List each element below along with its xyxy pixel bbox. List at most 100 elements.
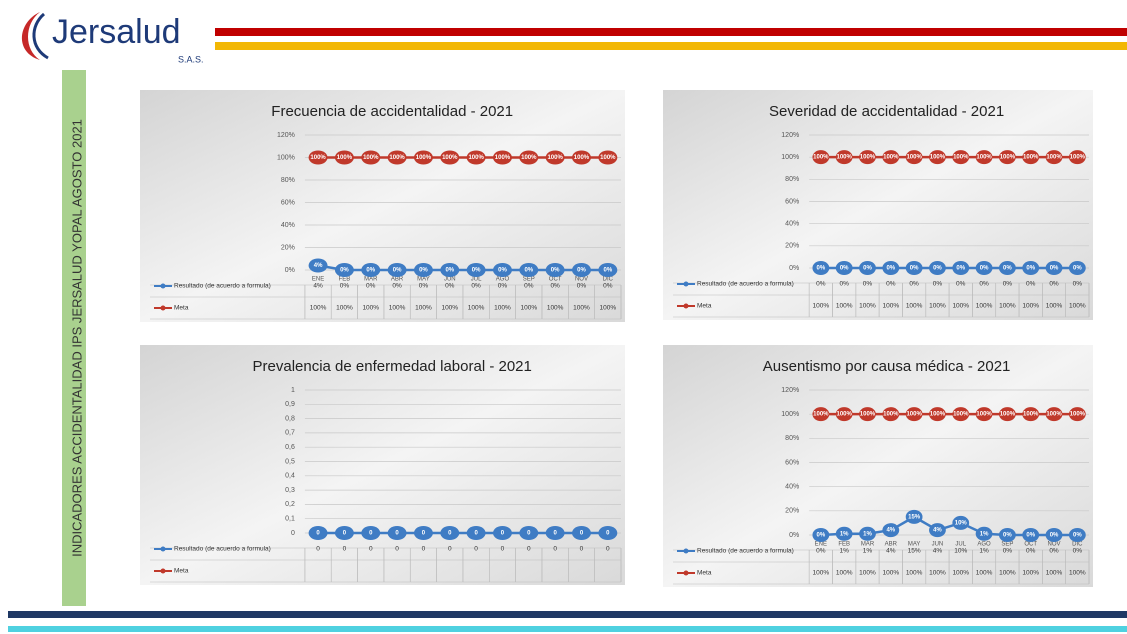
data-marker — [308, 150, 328, 165]
data-label: 100% — [813, 155, 829, 161]
table-value: 0% — [392, 283, 402, 290]
x-tick-label: MAR — [861, 542, 875, 548]
data-label: 0% — [1026, 266, 1035, 272]
table-value: 100% — [468, 305, 485, 312]
data-marker — [1068, 528, 1086, 542]
data-marker — [413, 150, 433, 165]
data-label: 0 — [369, 531, 373, 537]
data-label: 1% — [863, 531, 872, 537]
x-tick-label: JUN — [932, 542, 944, 548]
table-value: 100% — [813, 570, 830, 577]
data-marker — [545, 150, 565, 165]
data-label: 0% — [933, 266, 942, 272]
data-label: 0% — [863, 266, 872, 272]
data-marker — [882, 150, 900, 165]
table-value: 100% — [494, 305, 511, 312]
x-tick-label: JUL — [471, 277, 482, 283]
data-label: 0 — [553, 531, 557, 537]
legend-label: Meta — [697, 303, 712, 310]
data-label: 0 — [580, 531, 584, 537]
legend-label: Resultado (de acuerdo a formula) — [174, 283, 271, 290]
data-marker — [413, 263, 433, 277]
data-marker — [598, 526, 618, 540]
table-value: 0 — [395, 546, 399, 553]
data-marker — [440, 526, 460, 540]
table-value: 100% — [952, 303, 969, 310]
y-tick-label: 80% — [785, 435, 799, 442]
data-marker — [387, 263, 407, 277]
table-value: 100% — [976, 570, 993, 577]
data-marker — [835, 261, 853, 275]
x-tick-label: ABR — [885, 542, 898, 548]
table-value: 100% — [1069, 570, 1086, 577]
y-tick-label: 20% — [785, 508, 799, 515]
table-value: 0% — [956, 281, 966, 288]
chart-panel — [140, 90, 625, 322]
chart-title: Frecuencia de accidentalidad - 2021 — [271, 103, 513, 120]
data-label: 100% — [1023, 412, 1039, 418]
data-label: 0% — [840, 266, 849, 272]
header-bar-red — [215, 28, 1127, 36]
data-marker — [882, 261, 900, 275]
chart-title: Ausentismo por causa médica - 2021 — [763, 358, 1011, 375]
data-label: 0% — [1003, 266, 1012, 272]
table-value: 0% — [1049, 281, 1059, 288]
table-value: 4% — [886, 548, 896, 555]
data-marker — [859, 261, 876, 275]
table-value: 100% — [1069, 303, 1086, 310]
y-tick-label: 0 — [291, 530, 295, 537]
table-value: 0% — [839, 281, 849, 288]
logo: Jersalud — [52, 13, 181, 51]
table-value: 100% — [362, 305, 379, 312]
y-tick-label: 100% — [781, 154, 799, 161]
data-label: 0% — [1050, 266, 1059, 272]
y-tick-label: 0,9 — [285, 401, 295, 408]
x-tick-label: ENE — [312, 277, 324, 283]
data-label: 0% — [366, 268, 375, 274]
data-marker — [545, 526, 565, 540]
data-marker — [835, 407, 853, 422]
logo-sub: S.A.S. — [178, 54, 204, 64]
y-tick-label: 0% — [285, 267, 295, 274]
y-tick-label: 60% — [785, 198, 799, 205]
data-marker — [812, 150, 830, 165]
data-label: 100% — [906, 412, 922, 418]
x-tick-label: NOV — [1048, 542, 1061, 548]
legend-marker — [160, 305, 166, 311]
data-label: 4% — [933, 528, 942, 534]
data-marker — [975, 526, 993, 541]
data-label: 0% — [445, 268, 454, 274]
data-label: 0% — [472, 268, 481, 274]
legend-marker — [683, 303, 689, 309]
table-value: 0% — [524, 283, 534, 290]
y-tick-label: 40% — [281, 222, 295, 229]
data-label: 100% — [813, 412, 829, 418]
data-marker — [952, 261, 970, 275]
table-value: 0% — [816, 281, 826, 288]
table-value: 0% — [863, 281, 873, 288]
x-tick-label: MAR — [364, 277, 378, 283]
y-tick-label: 100% — [781, 411, 799, 418]
data-marker — [492, 263, 512, 277]
y-tick-label: 1 — [291, 387, 295, 394]
table-value: 0% — [471, 283, 481, 290]
y-tick-label: 0,4 — [285, 473, 295, 480]
data-marker — [975, 150, 993, 165]
data-marker — [519, 150, 539, 165]
table-value: 100% — [520, 305, 537, 312]
x-tick-label: DIC — [603, 277, 614, 283]
x-tick-label: JUN — [444, 277, 456, 283]
table-value: 100% — [836, 303, 853, 310]
footer-bar-blue — [8, 611, 1127, 618]
data-label: 100% — [547, 155, 563, 161]
y-tick-label: 0,7 — [285, 430, 295, 437]
data-marker — [598, 263, 618, 277]
data-marker — [905, 407, 923, 422]
table-value: 4% — [933, 548, 943, 555]
data-label: 0% — [393, 268, 402, 274]
data-label: 0% — [817, 533, 826, 539]
data-marker — [1022, 150, 1040, 165]
y-tick-label: 0% — [789, 532, 799, 539]
table-value: 100% — [836, 570, 853, 577]
data-marker — [466, 150, 486, 165]
